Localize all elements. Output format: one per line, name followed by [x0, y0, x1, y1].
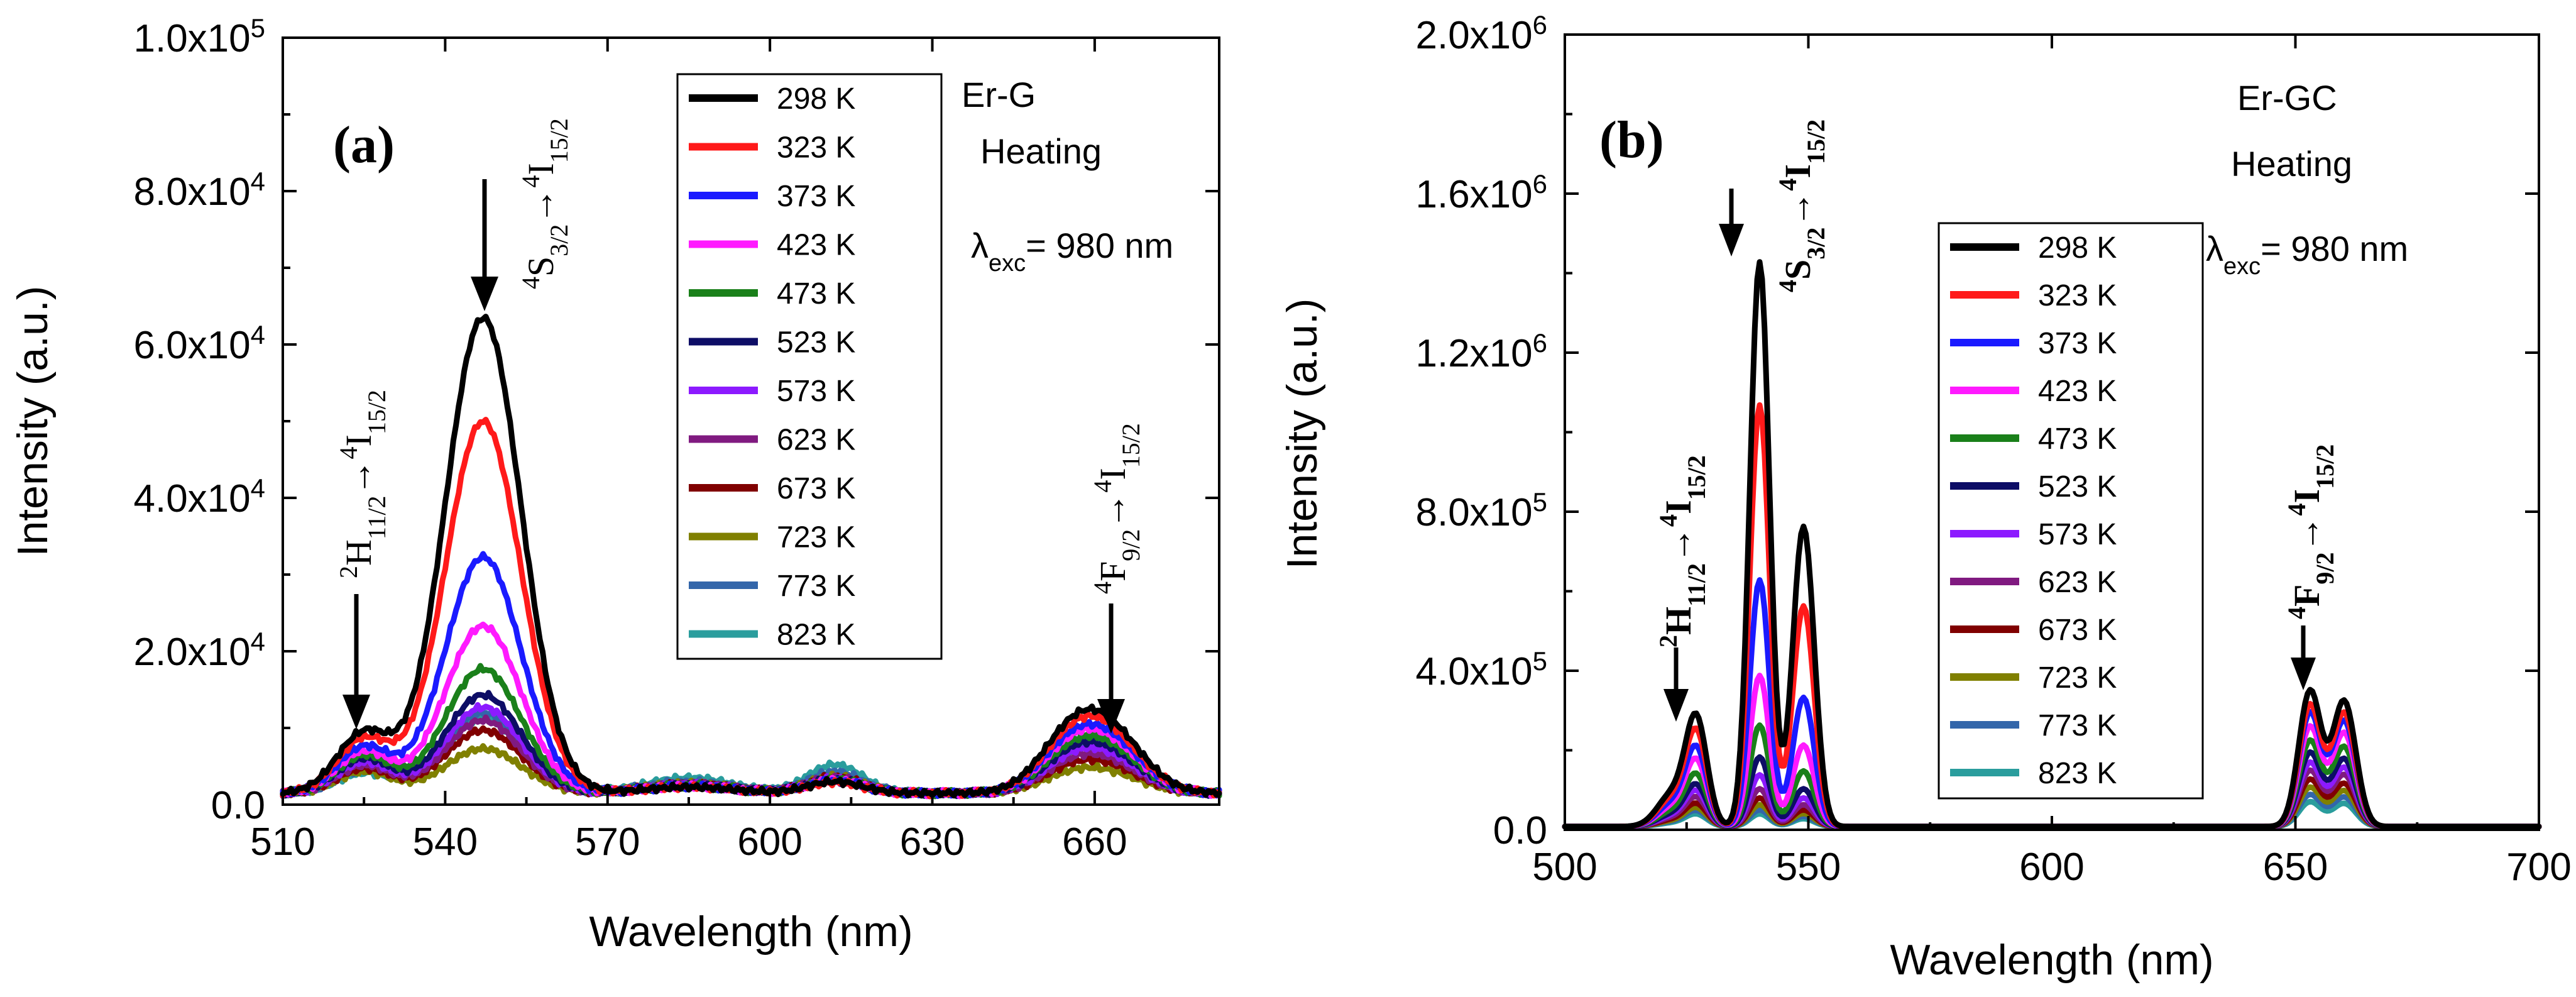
series-line-298K	[280, 314, 1222, 799]
panel-b-transition-2-label: 4S3/2→4I15/2	[1773, 119, 1830, 292]
legend-label: 323 K	[2038, 279, 2117, 312]
y-tick-label: 0.0	[1493, 809, 1547, 852]
arrowhead-icon	[471, 277, 498, 311]
panel-a-transition-1: 2H11/2→4I15/2	[334, 390, 391, 729]
legend-label: 373 K	[777, 180, 855, 213]
x-tick-label: 540	[413, 820, 478, 864]
legend-label: 423 K	[777, 229, 855, 262]
legend-label: 573 K	[2038, 518, 2117, 551]
panel-a-legend-box	[676, 73, 943, 660]
panel-a-transition-2-label: 4S3/2→4I15/2	[517, 118, 573, 289]
legend-label: 773 K	[777, 570, 855, 603]
panel-a-x-axis-title: Wavelength (nm)	[589, 908, 913, 956]
panel-b-legend-box	[1937, 222, 2204, 800]
panel-a-chart: 510 540 570 600 630 660 0.0 2.0x104 4.0x104 6.0x…	[9, 13, 1222, 956]
panel-a-mode: Heating	[980, 131, 1102, 171]
x-tick-label: 660	[1062, 820, 1127, 864]
legend-label: 373 K	[2038, 327, 2117, 360]
legend-label: 773 K	[2038, 709, 2117, 742]
legend-label: 473 K	[2038, 422, 2117, 456]
panel-b-transition-2: 4S3/2→4I15/2	[1719, 119, 1830, 292]
y-tick-label: 2.0x104	[133, 627, 265, 675]
panel-b-excitation-value: = 980 nm	[2261, 229, 2408, 268]
panel-b-excitation: λexc= 980 nm	[2206, 229, 2408, 280]
panel-a-sample-name: Er-G	[962, 75, 1036, 114]
panel-b-label: (b)	[1599, 111, 1664, 169]
x-tick-label: 630	[900, 820, 965, 864]
panel-a-excitation: λexc= 980 nm	[971, 226, 1173, 277]
x-tick-label: 510	[250, 820, 315, 864]
panel-b-x-axis: 500 550 600 650 700	[1532, 35, 2572, 889]
y-tick-label: 6.0x104	[133, 320, 265, 368]
y-tick-label: 1.0x105	[133, 13, 265, 61]
arrowhead-icon	[1097, 699, 1125, 734]
legend-label: 298 K	[777, 82, 855, 116]
panel-b-sample-name: Er-GC	[2237, 78, 2337, 118]
arrowhead-icon	[1663, 689, 1689, 722]
panel-b-x-axis-title: Wavelength (nm)	[1890, 936, 2213, 984]
panel-a-series-group	[280, 314, 1222, 800]
legend-label: 723 K	[2038, 661, 2117, 695]
legend-label: 673 K	[2038, 614, 2117, 647]
panel-a-transition-3: 4F9/2→4I15/2	[1088, 423, 1145, 734]
x-tick-label: 600	[737, 820, 802, 864]
legend-label: 823 K	[2038, 757, 2117, 790]
y-tick-label: 1.2x106	[1415, 328, 1547, 376]
x-tick-label: 500	[1532, 846, 1597, 889]
legend-label: 298 K	[2038, 231, 2117, 265]
arrowhead-icon	[343, 695, 370, 729]
panel-a-excitation-symbol: λ	[971, 226, 989, 265]
x-tick-label: 600	[2019, 846, 2084, 889]
legend-label: 623 K	[777, 424, 855, 457]
panel-b-excitation-sub: exc	[2223, 253, 2261, 280]
arrowhead-icon	[1719, 224, 1744, 256]
legend-label: 623 K	[2038, 566, 2117, 599]
legend-label: 523 K	[2038, 470, 2117, 504]
panel-a-x-axis: 510 540 570 600 630 660	[250, 38, 1127, 864]
x-tick-label: 550	[1776, 846, 1841, 889]
panel-b-chart: 500 550 600 650 700 0.0 4.0x105 8.0x105 1.2x106…	[1278, 10, 2572, 984]
y-tick-label: 2.0x106	[1415, 10, 1547, 58]
panel-a-excitation-sub: exc	[989, 250, 1026, 277]
panel-a-transition-2: 4S3/2→4I15/2	[471, 118, 573, 311]
legend-label: 473 K	[777, 277, 855, 311]
arrowhead-icon	[2291, 658, 2316, 690]
panel-b-transition-1-label: 2H11/2→4I15/2	[1654, 455, 1711, 647]
panel-b-y-axis: 0.0 4.0x105 8.0x105 1.2x106 1.6x106 2.0x106	[1415, 10, 2539, 852]
x-tick-label: 570	[575, 820, 640, 864]
y-tick-label: 4.0x105	[1415, 646, 1547, 694]
panel-b-legend: 298 K 323 K 373 K 423 K 473 K 523 K 573 K 623 K…	[1950, 231, 2117, 790]
y-tick-label: 1.6x106	[1415, 169, 1547, 217]
legend-label: 723 K	[777, 521, 855, 554]
x-tick-label: 650	[2263, 846, 2328, 889]
legend-label: 573 K	[777, 375, 855, 408]
panel-b-y-axis-title: Intensity (a.u.)	[1278, 299, 1326, 570]
panel-b-transition-3-label: 4F9/2→4I15/2	[2283, 444, 2339, 619]
legend-label: 523 K	[777, 326, 855, 360]
legend-label: 823 K	[777, 619, 855, 652]
panel-a-label: (a)	[333, 116, 395, 174]
panel-a-transition-1-label: 2H11/2→4I15/2	[334, 390, 391, 578]
legend-label: 673 K	[777, 472, 855, 505]
panel-a-legend: 298 K 323 K 373 K 423 K 473 K 523 K 573 K 623 K…	[689, 82, 855, 652]
panel-b-transition-3: 4F9/2→4I15/2	[2283, 444, 2339, 690]
panel-b-mode: Heating	[2231, 144, 2352, 184]
panel-a-y-axis: 0.0 2.0x104 4.0x104 6.0x104 8.0x104 1.0x105	[133, 13, 1219, 827]
panel-b-excitation-symbol: λ	[2206, 229, 2223, 268]
panel-a-y-axis-title: Intensity (a.u.)	[9, 286, 57, 557]
y-tick-label: 8.0x104	[133, 167, 265, 214]
panel-b-transition-1: 2H11/2→4I15/2	[1654, 455, 1711, 722]
legend-label: 423 K	[2038, 375, 2117, 408]
x-tick-label: 700	[2506, 846, 2571, 889]
panel-a-transition-3-label: 4F9/2→4I15/2	[1088, 423, 1145, 594]
panel-a-excitation-value: = 980 nm	[1026, 226, 1173, 265]
y-tick-label: 0.0	[211, 784, 265, 827]
y-tick-label: 8.0x105	[1415, 487, 1547, 535]
y-tick-label: 4.0x104	[133, 473, 265, 521]
legend-label: 323 K	[777, 131, 855, 165]
